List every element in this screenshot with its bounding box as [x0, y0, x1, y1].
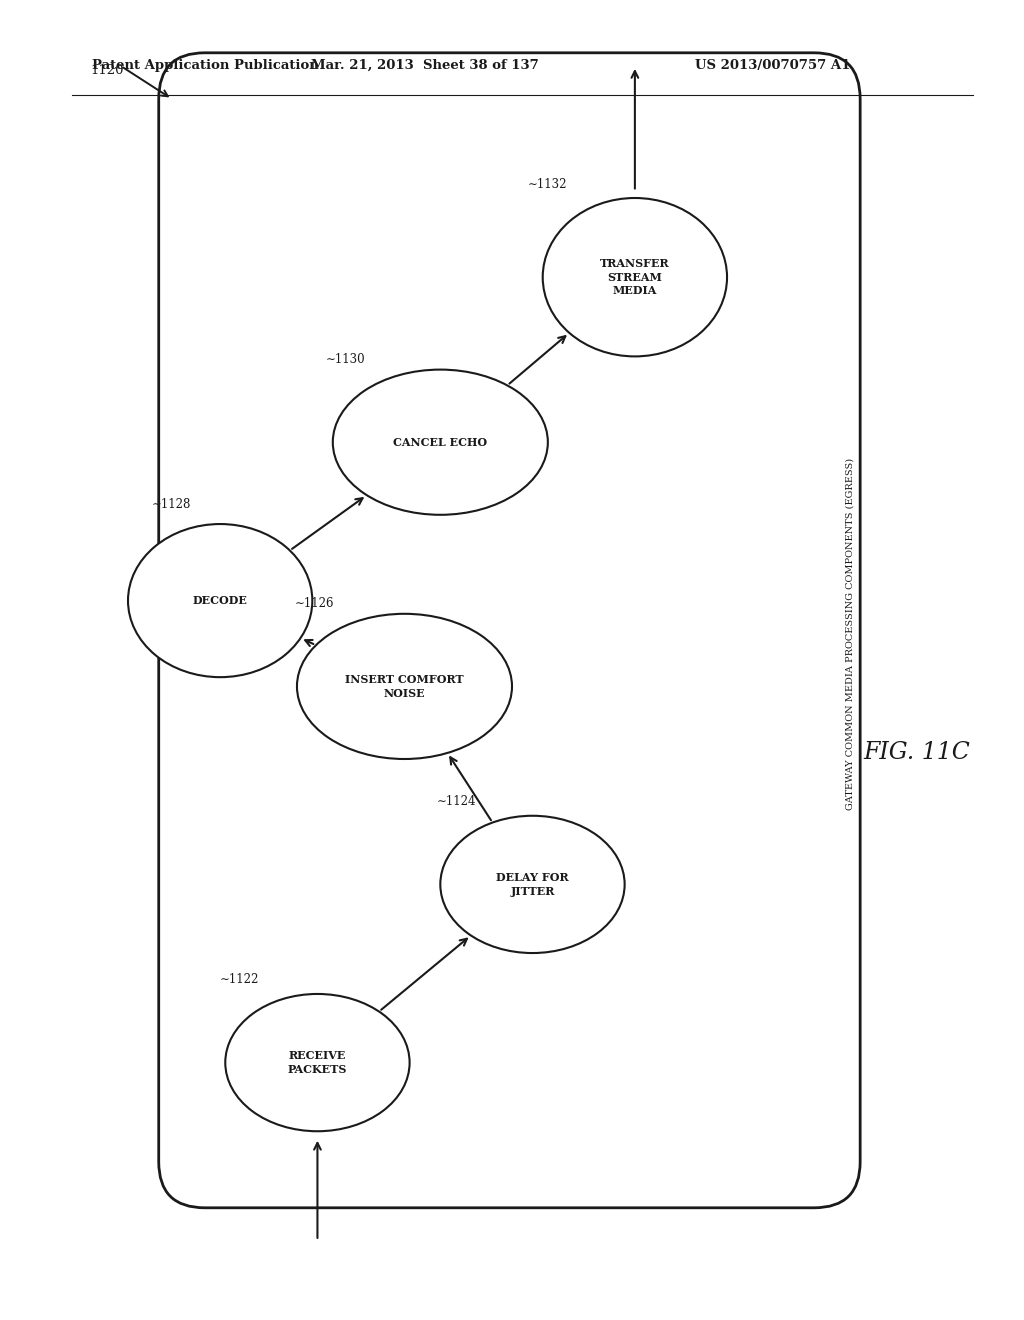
Ellipse shape — [297, 614, 512, 759]
Text: Mar. 21, 2013  Sheet 38 of 137: Mar. 21, 2013 Sheet 38 of 137 — [311, 58, 539, 71]
Ellipse shape — [128, 524, 312, 677]
Text: Patent Application Publication: Patent Application Publication — [92, 58, 318, 71]
Text: US 2013/0070757 A1: US 2013/0070757 A1 — [695, 58, 851, 71]
Ellipse shape — [440, 816, 625, 953]
Text: ∼1122: ∼1122 — [220, 973, 259, 986]
Text: INSERT COMFORT
NOISE: INSERT COMFORT NOISE — [345, 675, 464, 698]
Text: ∼1132: ∼1132 — [527, 178, 567, 191]
Ellipse shape — [333, 370, 548, 515]
Text: TRANSFER
STREAM
MEDIA: TRANSFER STREAM MEDIA — [600, 257, 670, 297]
Text: GATEWAY COMMON MEDIA PROCESSING COMPONENTS (EGRESS): GATEWAY COMMON MEDIA PROCESSING COMPONEN… — [846, 458, 854, 809]
Text: FIG. 11C: FIG. 11C — [863, 741, 970, 764]
Text: ∼1130: ∼1130 — [326, 352, 366, 366]
Ellipse shape — [543, 198, 727, 356]
Text: DECODE: DECODE — [193, 595, 248, 606]
FancyBboxPatch shape — [159, 53, 860, 1208]
Text: 1120: 1120 — [90, 63, 124, 77]
Ellipse shape — [225, 994, 410, 1131]
Text: ∼1128: ∼1128 — [152, 498, 190, 511]
Text: ∼1126: ∼1126 — [295, 597, 335, 610]
Text: CANCEL ECHO: CANCEL ECHO — [393, 437, 487, 447]
Text: DELAY FOR
JITTER: DELAY FOR JITTER — [497, 873, 568, 896]
Text: ∼1124: ∼1124 — [437, 795, 477, 808]
Text: RECEIVE
PACKETS: RECEIVE PACKETS — [288, 1051, 347, 1074]
